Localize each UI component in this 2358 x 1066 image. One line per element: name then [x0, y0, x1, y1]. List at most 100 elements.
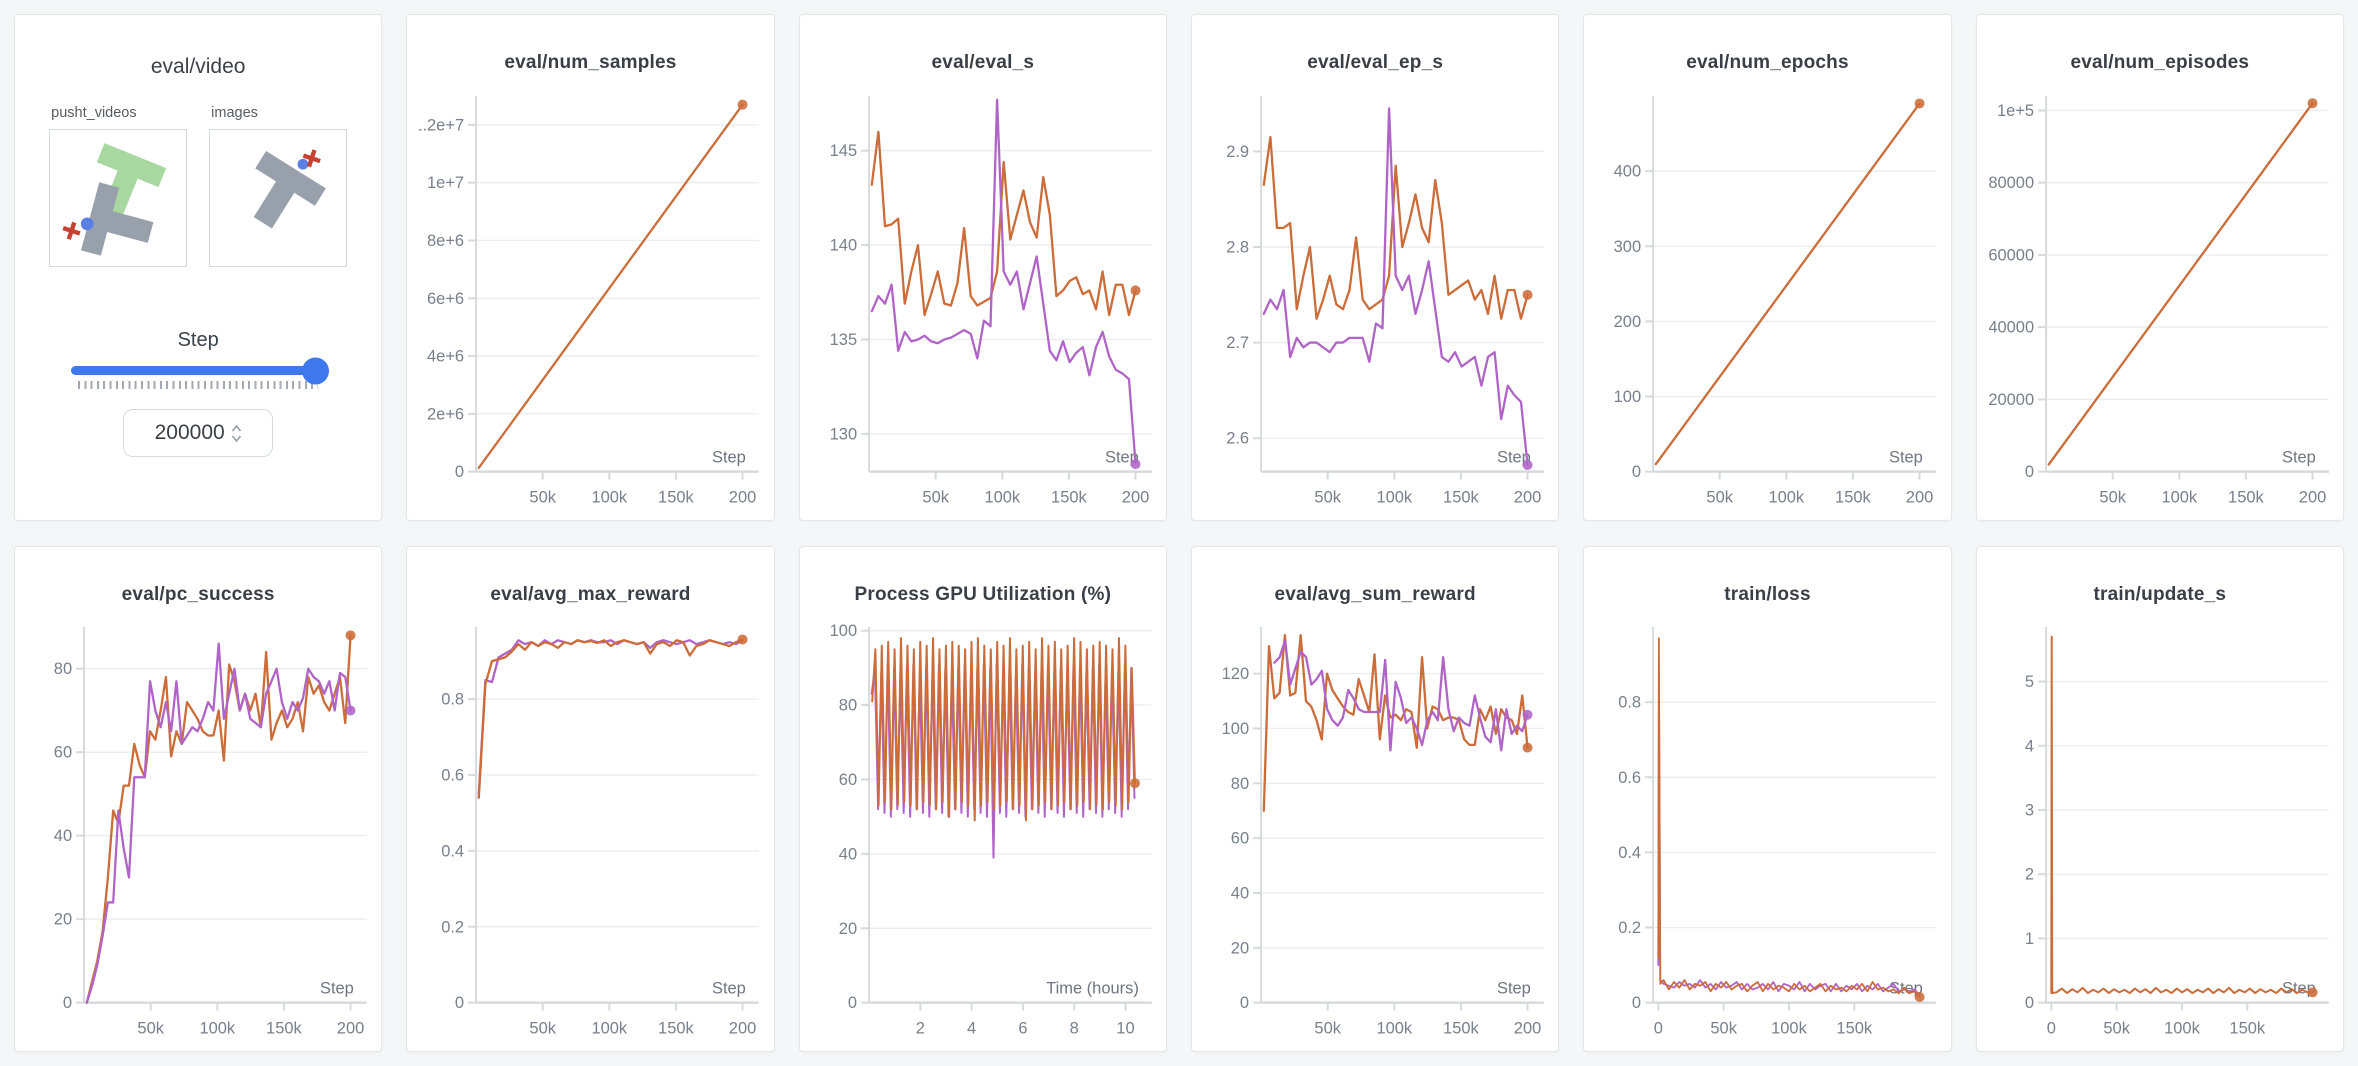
images-group: images: [209, 105, 348, 267]
svg-text:100k: 100k: [1377, 489, 1413, 507]
svg-text:100k: 100k: [2161, 489, 2197, 507]
spinner-down-icon[interactable]: [231, 434, 242, 443]
svg-text:200: 200: [1122, 489, 1149, 507]
svg-text:2: 2: [2025, 866, 2034, 884]
svg-text:100: 100: [1222, 720, 1249, 738]
media-thumbnails: pusht_videos: [49, 105, 348, 267]
chart-title: eval/pc_success: [121, 583, 275, 605]
chart-title: eval/num_episodes: [2070, 52, 2250, 73]
agent-dot: [80, 217, 94, 231]
svg-text:20000: 20000: [1989, 391, 2034, 409]
svg-text:300: 300: [1614, 238, 1641, 256]
chart-title: eval/eval_s: [931, 52, 1035, 73]
svg-text:60: 60: [1231, 830, 1249, 848]
svg-text:Step: Step: [1889, 449, 1923, 467]
chart-eval-eval-s[interactable]: 130 135 140 145 50k 100k 150k 200 Step: [812, 86, 1154, 520]
panel-eval-pc-success: eval/pc_success 0 20 40 60 80 50k 100k 150k 200 S…: [14, 545, 383, 1052]
svg-text:150k: 150k: [2228, 489, 2264, 507]
svg-text:2.6: 2.6: [1226, 430, 1249, 448]
svg-text:100k: 100k: [2164, 1020, 2200, 1038]
svg-text:50k: 50k: [1315, 489, 1342, 507]
svg-text:6e+6: 6e+6: [427, 290, 464, 308]
step-input-value[interactable]: 200000: [154, 421, 225, 444]
svg-text:150k: 150k: [1443, 1020, 1479, 1038]
panel-train-update-s: train/update_s 0 1 2 3 4 5 0 50k 100k 150k Step: [1975, 545, 2344, 1052]
panel-train-loss: train/loss 0 0.2 0.4 0.6 0.8 0 50k 100k 150k Step: [1583, 545, 1952, 1052]
images-thumbnail[interactable]: [209, 129, 348, 267]
svg-text:50k: 50k: [2099, 489, 2126, 507]
svg-text:100: 100: [1614, 388, 1641, 406]
svg-text:1e+7: 1e+7: [427, 174, 464, 192]
chart-eval-num-episodes[interactable]: 0 20000 40000 60000 80000 1e+5 50k 100k 150k 200 S…: [1989, 86, 2331, 520]
svg-text:200: 200: [337, 1020, 364, 1038]
step-slider-label: Step: [177, 329, 219, 351]
svg-text:2.9: 2.9: [1226, 143, 1249, 161]
svg-text:100k: 100k: [592, 489, 628, 507]
svg-text:0: 0: [1240, 995, 1249, 1013]
svg-text:150k: 150k: [1836, 489, 1872, 507]
svg-text:50k: 50k: [2103, 1020, 2130, 1038]
pusht-scene-image: [62, 143, 167, 256]
svg-text:0.4: 0.4: [442, 843, 465, 861]
svg-text:40: 40: [839, 846, 857, 864]
svg-text:3: 3: [2025, 802, 2034, 820]
svg-text:0.6: 0.6: [1619, 769, 1642, 787]
chart-eval-num-epochs[interactable]: 0 100 200 300 400 50k 100k 150k 200 Step: [1596, 86, 1938, 520]
svg-text:200: 200: [1614, 313, 1641, 331]
svg-text:1e+5: 1e+5: [1997, 102, 2034, 120]
goal-cross-icon: [62, 221, 81, 240]
svg-text:Step: Step: [712, 449, 746, 467]
svg-text:Step: Step: [1105, 449, 1139, 467]
step-input[interactable]: 200000: [123, 409, 274, 457]
svg-text:400: 400: [1614, 163, 1641, 181]
svg-text:200: 200: [1906, 489, 1933, 507]
slider-tick-marks: [78, 381, 319, 389]
chart-eval-avg-sum-reward[interactable]: 0 20 40 60 80 100 120 50k 100k 150k 200 Step: [1204, 617, 1546, 1051]
svg-text:80: 80: [1231, 775, 1249, 793]
svg-text:50k: 50k: [1315, 1020, 1342, 1038]
svg-text:0: 0: [1654, 1020, 1663, 1038]
pusht-video-thumbnail[interactable]: [49, 129, 188, 267]
chart-eval-eval-ep-s[interactable]: 2.6 2.7 2.8 2.9 50k 100k 150k 200 Step: [1204, 86, 1546, 520]
pusht-image: [253, 149, 327, 229]
svg-text:150k: 150k: [1837, 1020, 1873, 1038]
svg-text:200: 200: [1514, 489, 1541, 507]
step-slider[interactable]: [71, 357, 330, 389]
svg-text:40000: 40000: [1989, 319, 2034, 337]
stepper-spinner[interactable]: [231, 424, 242, 443]
chart-eval-pc-success[interactable]: 0 20 40 60 80 50k 100k 150k 200 Step: [27, 617, 369, 1051]
svg-text:4e+6: 4e+6: [427, 347, 464, 365]
svg-text:8: 8: [1069, 1020, 1078, 1038]
svg-text:100k: 100k: [984, 489, 1020, 507]
goal-cross-icon: [302, 149, 321, 168]
svg-text:0: 0: [2047, 1020, 2056, 1038]
svg-text:100k: 100k: [1377, 1020, 1413, 1038]
svg-text:135: 135: [829, 331, 856, 349]
svg-text:140: 140: [829, 237, 856, 255]
svg-text:80000: 80000: [1989, 174, 2034, 192]
svg-text:200: 200: [729, 1020, 756, 1038]
svg-text:Step: Step: [712, 980, 746, 998]
svg-text:100k: 100k: [592, 1020, 628, 1038]
chart-gpu-utilization[interactable]: 0 20 40 60 80 100 2 4 6 8 10 Time (hours): [812, 617, 1154, 1051]
svg-text:50k: 50k: [138, 1020, 165, 1038]
chart-title: eval/eval_ep_s: [1307, 52, 1444, 73]
slider-handle[interactable]: [302, 357, 330, 384]
spinner-up-icon[interactable]: [231, 424, 242, 433]
slider-track[interactable]: [71, 357, 330, 384]
chart-title: eval/num_epochs: [1686, 52, 1849, 73]
svg-text:60: 60: [839, 771, 857, 789]
chart-title: train/update_s: [2093, 583, 2227, 605]
svg-text:2e+6: 2e+6: [427, 405, 464, 423]
svg-text:50k: 50k: [530, 1020, 557, 1038]
svg-text:0: 0: [848, 995, 857, 1013]
svg-text:150k: 150k: [1051, 489, 1087, 507]
chart-eval-avg-max-reward[interactable]: 0 0.2 0.4 0.6 0.8 50k 100k 150k 200 Step: [419, 617, 761, 1051]
svg-text:50k: 50k: [1707, 489, 1734, 507]
svg-text:0: 0: [1632, 995, 1641, 1013]
svg-text:0.2: 0.2: [442, 919, 465, 937]
chart-eval-num-samples[interactable]: 0 2e+6 4e+6 6e+6 8e+6 1e+7 1.2e+7 50k 100k 150k 20…: [419, 86, 761, 520]
